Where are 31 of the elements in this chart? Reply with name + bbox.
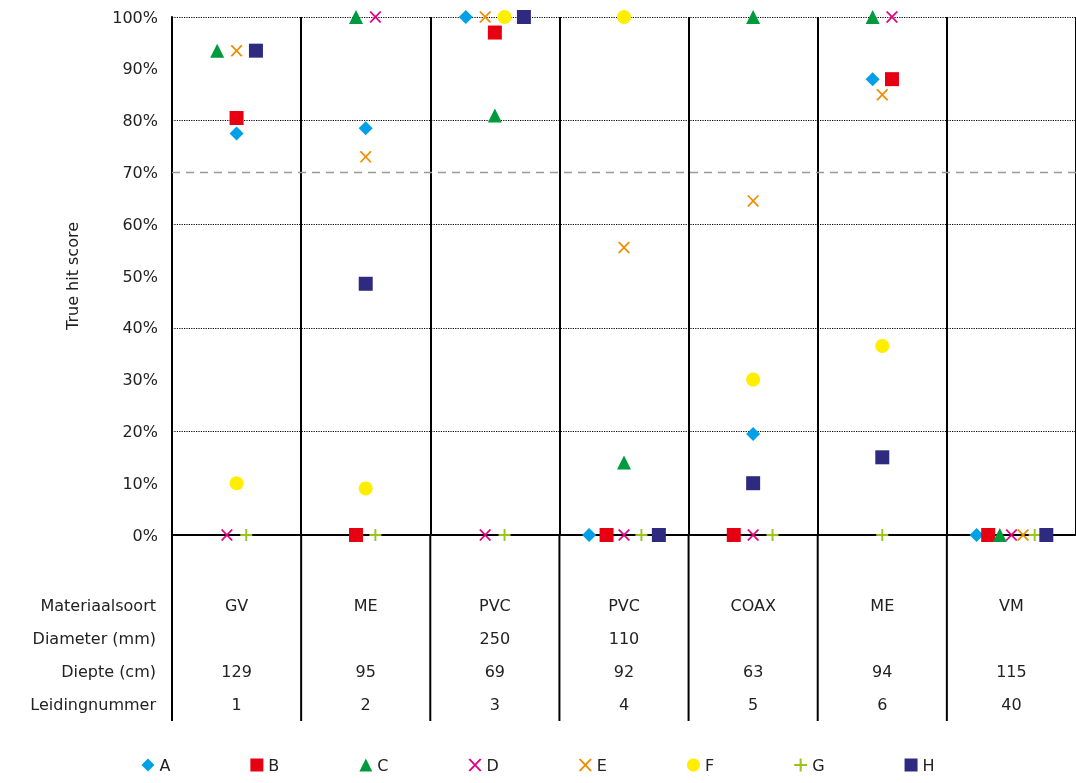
x-tick-label: PVC 250 69 3 [478,596,511,714]
legend-label: A [159,755,171,775]
legend-label: H [922,755,935,775]
y-tick-label: 100% [112,7,158,27]
legend-label: E [596,755,607,775]
y-tick-label: 70% [122,162,158,182]
y-tick-label: 20% [122,421,158,441]
category-label: ME 94 6 [870,596,895,714]
y-tick-label: 60% [122,214,158,234]
category-label: COAX 63 5 [730,596,776,714]
category-label: GV 129 1 [221,596,252,714]
category-label: ME 95 2 [353,596,378,714]
y-tick-label: 30% [122,370,158,390]
y-tick-label: 10% [122,473,158,493]
legend-label: C [377,755,389,775]
legend-label: B [268,755,280,775]
legend-label: D [486,755,499,775]
legend-label: F [704,755,715,775]
text: Diepte (cm) [61,662,156,681]
legend-label: G [812,755,825,775]
x-tick-label: PVC 110 92 4 [608,596,640,714]
y-axis-title: True hit score [62,221,82,332]
y-tick-label: 40% [122,318,158,338]
y-tick-label: 50% [122,266,158,286]
y-tick-label: 80% [122,111,158,131]
text: Materiaalsoort [40,596,156,615]
text: Diameter (mm) [32,629,156,648]
category-label: VM 115 40 [996,596,1027,714]
y-tick-label: 0% [132,525,158,545]
y-tick-label: 90% [122,59,158,79]
text: Leidingnummer [30,695,157,714]
